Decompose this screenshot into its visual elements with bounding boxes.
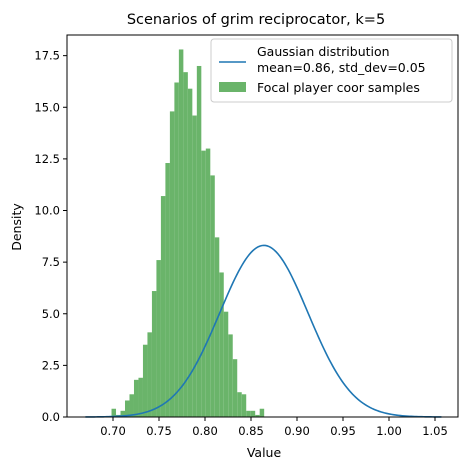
legend-curve-label-line2: mean=0.86, std_dev=0.05 [257, 60, 426, 75]
legend-histogram-label: Focal player coor samples [257, 80, 420, 95]
y-tick-label: 15.0 [34, 100, 60, 114]
histogram-bar [192, 115, 197, 418]
axes-frame [66, 34, 459, 418]
histogram-bar [228, 334, 233, 417]
x-tick-label: 0.75 [146, 424, 172, 438]
histogram-bar [187, 88, 193, 417]
y-tick-label: 2.5 [42, 358, 60, 372]
x-tick-label: 0.85 [238, 424, 264, 438]
y-axis-label: Density [9, 203, 24, 251]
y-tick-label: 0.0 [42, 410, 60, 424]
histogram-bar [160, 196, 166, 417]
histogram-bar [138, 377, 143, 417]
y-tick-label: 12.5 [34, 152, 60, 166]
histogram-bar [133, 379, 139, 417]
histogram-bar [232, 359, 238, 417]
histogram-bar [169, 111, 175, 418]
histogram-bar [241, 394, 247, 417]
histogram-bar [219, 272, 224, 417]
legend-box [210, 38, 453, 103]
y-tick-label: 5.0 [42, 307, 60, 321]
histogram-bar [183, 72, 188, 417]
histogram-bar [174, 82, 179, 418]
histogram-bar [210, 175, 215, 417]
histogram-bar [214, 237, 220, 417]
x-tick-label: 0.70 [100, 424, 126, 438]
x-axis-label: Value [247, 445, 282, 460]
histogram-bar [124, 400, 130, 417]
x-tick-label: 1.00 [376, 424, 402, 438]
histogram-bar [147, 332, 152, 417]
legend-curve-label-line1: Gaussian distribution [257, 44, 390, 59]
histogram-bar [246, 410, 251, 417]
histogram-bar [111, 408, 117, 417]
histogram-bar [259, 408, 265, 417]
x-tick-label: 1.05 [422, 424, 448, 438]
x-axis-ticks: 0.70 0.75 0.80 0.85 0.90 0.95 1.00 1.05 [100, 417, 448, 438]
x-tick-label: 0.95 [330, 424, 356, 438]
y-tick-label: 7.5 [42, 255, 60, 269]
x-tick-label: 0.90 [284, 424, 310, 438]
y-tick-label: 17.5 [34, 49, 60, 63]
histogram-bar [151, 291, 157, 417]
histogram-bar [255, 414, 260, 417]
histogram-bar [223, 311, 229, 417]
histogram-bar [196, 65, 202, 418]
y-axis-ticks: 0.0 2.5 5.0 7.5 10.0 12.5 15.0 17.5 [34, 49, 67, 424]
y-tick-label: 10.0 [34, 204, 60, 218]
histogram-bar [201, 150, 206, 417]
x-tick-label: 0.80 [192, 424, 218, 438]
legend-histogram-swatch [219, 82, 246, 92]
gaussian-curve-line [85, 244, 442, 418]
histogram-bar [205, 148, 211, 417]
legend: Gaussian distribution mean=0.86, std_dev… [210, 38, 453, 103]
histogram-bar [250, 410, 256, 417]
histogram-bar [165, 163, 170, 417]
histogram-bar [156, 260, 161, 417]
histogram-bars [111, 49, 265, 418]
histogram-bar [178, 49, 184, 418]
histogram-bar [237, 392, 242, 417]
chart-title: Scenarios of grim reciprocator, k=5 [127, 12, 385, 28]
plot-area [66, 34, 459, 418]
histogram-bar [120, 410, 125, 417]
histogram-bar [129, 394, 134, 417]
histogram-bar [142, 344, 148, 417]
